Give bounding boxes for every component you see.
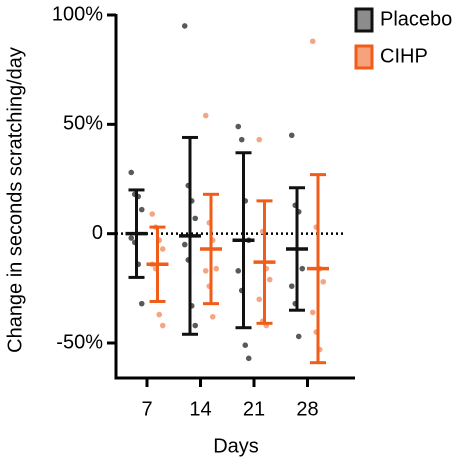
data-point [128,235,135,241]
x-tick-label: 14 [189,398,211,420]
data-point [181,23,188,29]
y-tick-label: 0 [92,222,103,244]
data-point [295,333,302,340]
data-point [320,278,327,285]
legend-swatch [354,7,374,33]
data-point [235,268,242,274]
x-tick-label: 7 [141,398,152,420]
data-point [288,283,295,289]
y-tick-label: 100% [52,3,103,25]
x-tick-label: 28 [296,398,318,420]
data-point [266,276,273,283]
legend-label: Placebo [380,8,452,30]
x-tick-label: 21 [243,398,265,420]
data-point [202,112,209,119]
data-point [299,265,306,272]
legend-swatch [354,44,374,70]
x-axis-label: Days [213,435,259,457]
data-point [238,136,245,143]
data-point [213,265,220,272]
y-axis-label: Change in seconds scratching/day [4,47,26,353]
y-tick-label: 50% [63,113,103,135]
data-point [159,246,166,252]
data-point [159,322,166,329]
legend-label: CIHP [380,45,428,67]
data-point [256,296,263,303]
data-point [242,342,249,348]
data-point [245,355,252,362]
y-tick-label: -50% [56,331,103,353]
data-point [181,241,188,248]
data-point [235,123,242,130]
data-point [256,136,263,143]
data-point [288,132,295,139]
data-point [192,322,199,329]
data-point [209,313,216,320]
data-point [202,268,209,274]
data-point [192,215,199,222]
data-point [138,300,145,307]
data-point [156,311,163,318]
data-point [138,206,145,213]
data-point [128,169,135,176]
data-point [309,309,316,316]
data-point [309,38,316,45]
data-point [149,211,156,217]
